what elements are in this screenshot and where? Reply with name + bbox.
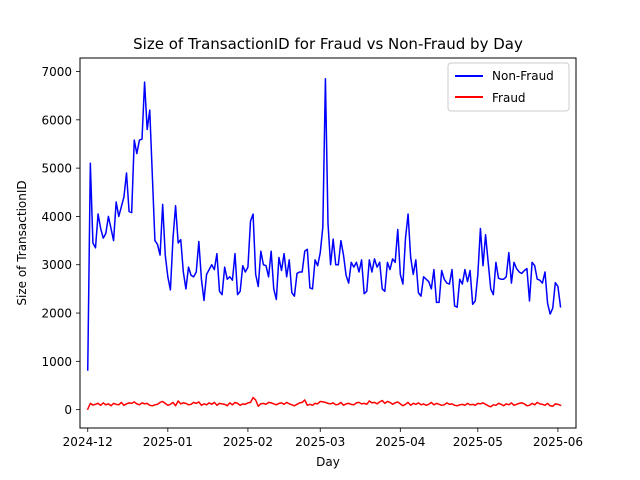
- y-tick-label: 0: [64, 403, 72, 417]
- plot-area: [79, 57, 577, 429]
- series-layer: [86, 78, 562, 411]
- x-tick-label: 2025-02: [223, 435, 273, 449]
- y-tick-label: 5000: [41, 162, 72, 176]
- x-axis-ticks: 2024-12 2025-01 2025-02 2025-03 2025-04 2025-…: [63, 428, 583, 449]
- legend-label-non-fraud: Non-Fraud: [492, 69, 554, 83]
- series-line-fraud: [86, 396, 562, 411]
- x-tick-label: 2025-05: [453, 435, 503, 449]
- y-tick-label: 2000: [41, 307, 72, 321]
- y-tick-label: 7000: [41, 65, 72, 79]
- series-line-non-fraud: [86, 78, 562, 371]
- x-tick-label: 2025-04: [375, 435, 425, 449]
- y-tick-label: 6000: [41, 113, 72, 127]
- chart-title: Size of TransactionID for Fraud vs Non-F…: [133, 35, 523, 53]
- x-tick-label: 2025-06: [533, 435, 583, 449]
- y-tick-label: 1000: [41, 355, 72, 369]
- y-axis-label: Size of TransactionID: [15, 180, 29, 305]
- plot-frame: [79, 57, 577, 429]
- x-tick-label: 2024-12: [63, 435, 113, 449]
- legend: Non-Fraud Fraud: [447, 62, 570, 112]
- legend-label-fraud: Fraud: [492, 91, 526, 105]
- y-axis-ticks: 0 1000 2000 3000 4000 5000 6000 7000: [41, 65, 80, 417]
- x-tick-label: 2025-03: [295, 435, 345, 449]
- y-tick-label: 3000: [41, 258, 72, 272]
- y-tick-label: 4000: [41, 210, 72, 224]
- x-tick-label: 2025-01: [143, 435, 193, 449]
- x-axis-label: Day: [316, 455, 340, 469]
